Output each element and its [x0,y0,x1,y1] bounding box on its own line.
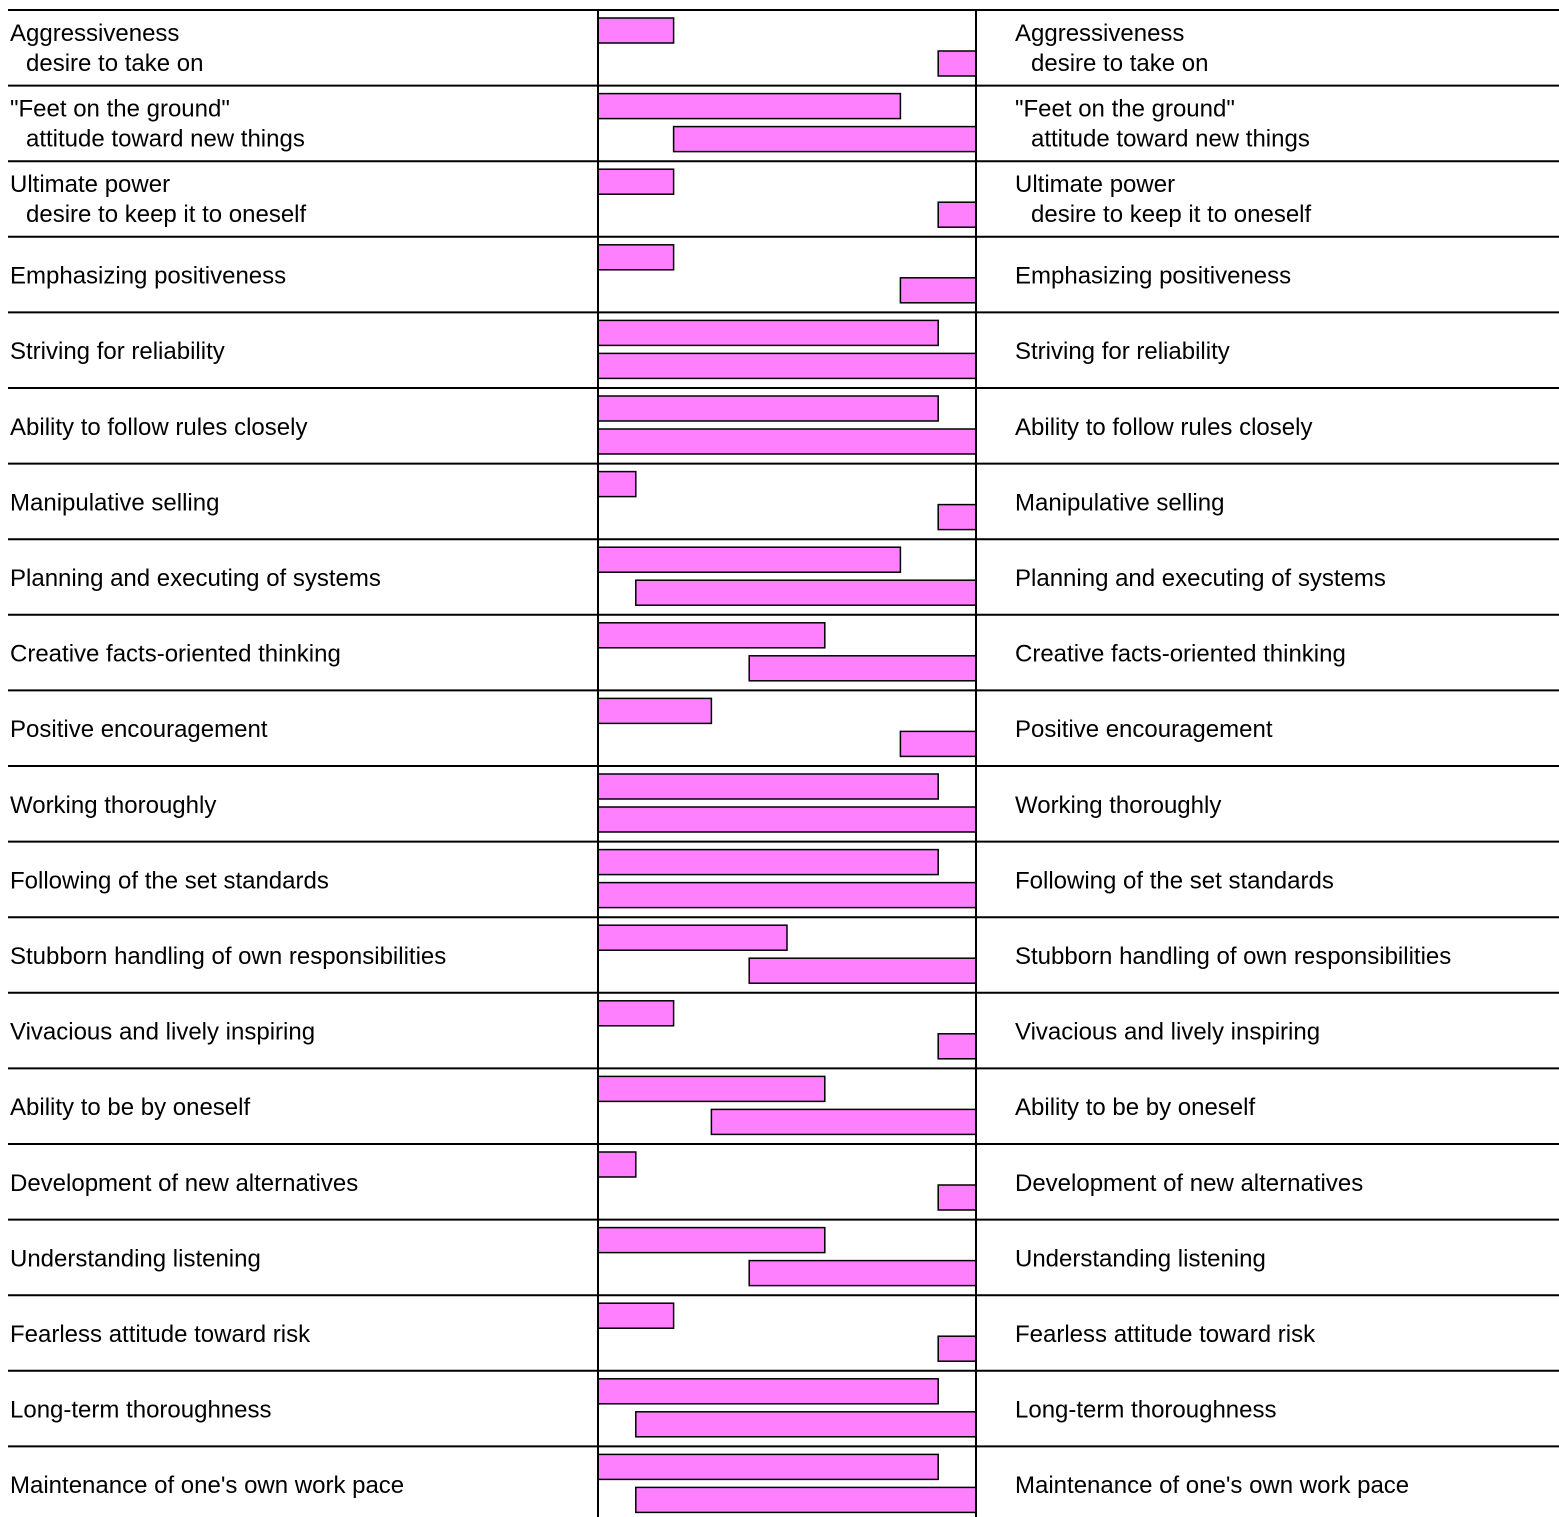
left-row-label: Maintenance of one's own work pace [10,1472,404,1499]
left-row-label: Ability to follow rules closely [10,414,307,441]
right-row-label: Following of the set standards [1015,867,1334,894]
left-row-label: Stubborn handling of own responsibilitie… [10,943,446,970]
right-row-label: Vivacious and lively inspiring [1015,1019,1320,1046]
bottom-bar [937,503,977,531]
left-row-label: Emphasizing positiveness [10,263,286,290]
right-row-sublabel: desire to take on [1031,50,1208,77]
bottom-bar [899,277,977,304]
left-row-label: Creative facts-oriented thinking [10,641,341,668]
top-bar [597,1151,637,1178]
left-row-label: Long-term thoroughness [10,1397,272,1424]
right-row-sublabel: desire to keep it to oneself [1031,201,1312,228]
top-bar [597,17,675,44]
bottom-bar [635,1411,977,1438]
left-row-label: Manipulative selling [10,489,219,516]
left-row-label: Aggressiveness [10,20,179,47]
right-row-label: Creative facts-oriented thinking [1015,641,1346,668]
right-row-label: Ability to be by oneself [1015,1094,1255,1121]
top-bar [597,92,902,120]
bottom-bar [672,125,977,153]
top-bar [597,622,826,649]
bottom-bar [937,201,977,228]
bottom-bar [899,730,977,758]
left-row-sublabel: desire to keep it to oneself [26,201,307,228]
left-row-label: Planning and executing of systems [10,565,381,592]
right-row-label: Ultimate power [1015,171,1175,198]
left-row-label: Ability to be by oneself [10,1094,250,1121]
bottom-bar [635,579,977,606]
bottom-bar [937,1033,977,1060]
bottom-bar [597,806,977,833]
top-bar [597,924,788,951]
top-bar [597,244,675,271]
top-bar [597,395,939,422]
top-bar [597,1302,675,1329]
right-row-label: Ability to follow rules closely [1015,414,1312,441]
right-row-label: Planning and executing of systems [1015,565,1386,592]
right-row-label: Stubborn handling of own responsibilitie… [1015,943,1451,970]
left-row-label: Working thoroughly [10,792,216,819]
right-row-label: Positive encouragement [1015,716,1273,743]
right-row-label: Manipulative selling [1015,489,1224,516]
left-row-label: Ultimate power [10,171,170,198]
bottom-bar [597,881,977,909]
right-row-label: Striving for reliability [1015,338,1230,365]
right-row-label: Maintenance of one's own work pace [1015,1472,1409,1499]
right-row-label: Development of new alternatives [1015,1170,1363,1197]
left-row-label: Striving for reliability [10,338,225,365]
right-row-sublabel: attitude toward new things [1031,126,1310,153]
left-row-label: Following of the set standards [10,867,329,894]
left-row-label: Positive encouragement [10,716,268,743]
left-row-label: "Feet on the ground" [10,96,230,123]
top-bar [597,1000,675,1027]
left-row-label: Development of new alternatives [10,1170,358,1197]
right-row-label: "Feet on the ground" [1015,96,1235,123]
top-bar [597,848,939,876]
left-row-label: Fearless attitude toward risk [10,1321,311,1348]
bottom-bar [748,655,977,682]
bottom-bar [597,352,977,380]
top-bar [597,773,939,800]
right-row-label: Working thoroughly [1015,792,1221,819]
top-bar [597,1226,826,1254]
bottom-bar [748,1259,977,1287]
bottom-bar [635,1486,977,1514]
top-bar [597,546,902,573]
right-row-label: Long-term thoroughness [1015,1397,1277,1424]
left-row-label: Understanding listening [10,1245,261,1272]
top-bar [597,319,939,347]
bottom-bar [748,957,977,984]
top-bar [597,697,713,725]
bottom-bar [710,1108,977,1136]
right-row-label: Understanding listening [1015,1245,1266,1272]
top-bar [597,1075,826,1103]
top-bar [597,1453,939,1481]
bottom-bar [937,1335,977,1362]
top-bar [597,1378,939,1405]
bottom-bar [937,50,977,77]
right-row-label: Emphasizing positiveness [1015,263,1291,290]
left-row-label: Vivacious and lively inspiring [10,1019,315,1046]
left-row-sublabel: attitude toward new things [26,126,305,153]
bottom-bar [937,1184,977,1211]
top-bar [597,470,637,498]
bottom-bar [597,428,977,455]
right-row-label: Aggressiveness [1015,20,1184,47]
top-bar [597,168,675,195]
left-row-sublabel: desire to take on [26,50,203,77]
right-row-label: Fearless attitude toward risk [1015,1321,1316,1348]
